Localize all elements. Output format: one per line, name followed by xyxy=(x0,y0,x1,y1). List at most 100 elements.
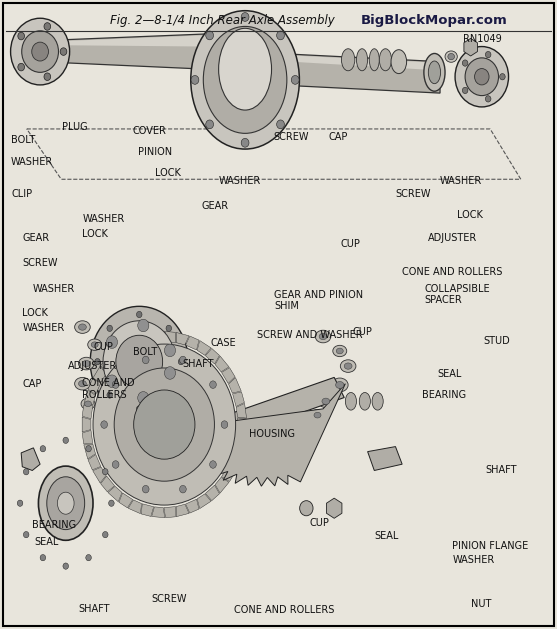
Circle shape xyxy=(241,138,249,147)
Polygon shape xyxy=(84,444,95,459)
Text: STUD: STUD xyxy=(483,336,510,346)
Text: WASHER: WASHER xyxy=(452,555,495,565)
Ellipse shape xyxy=(81,398,95,409)
Circle shape xyxy=(179,356,186,364)
Polygon shape xyxy=(215,356,229,372)
Text: CAP: CAP xyxy=(329,132,348,142)
Polygon shape xyxy=(176,504,189,516)
Text: SCREW: SCREW xyxy=(395,189,431,199)
Polygon shape xyxy=(141,333,154,345)
Text: WASHER: WASHER xyxy=(32,284,75,294)
Circle shape xyxy=(178,359,184,365)
Circle shape xyxy=(277,120,285,129)
Ellipse shape xyxy=(445,51,457,62)
Circle shape xyxy=(166,392,172,398)
Circle shape xyxy=(103,321,175,403)
Text: SCREW: SCREW xyxy=(273,132,309,142)
Circle shape xyxy=(179,486,186,493)
Polygon shape xyxy=(236,403,247,418)
Polygon shape xyxy=(164,506,175,518)
Circle shape xyxy=(107,392,113,398)
Ellipse shape xyxy=(344,363,352,369)
Circle shape xyxy=(106,375,118,387)
Polygon shape xyxy=(92,366,106,382)
Text: BOLT: BOLT xyxy=(133,347,157,357)
Text: COLLAPSIBLE
SPACER: COLLAPSIBLE SPACER xyxy=(424,284,490,305)
Circle shape xyxy=(60,48,67,55)
Text: BEARING: BEARING xyxy=(422,390,466,400)
Ellipse shape xyxy=(333,345,346,357)
Circle shape xyxy=(44,73,51,81)
Ellipse shape xyxy=(345,392,356,410)
Ellipse shape xyxy=(38,466,93,540)
Polygon shape xyxy=(119,493,133,508)
Ellipse shape xyxy=(79,381,86,387)
Text: LOCK: LOCK xyxy=(22,308,48,318)
Circle shape xyxy=(86,445,91,452)
Text: GEAR: GEAR xyxy=(22,233,50,243)
Polygon shape xyxy=(152,331,165,342)
Polygon shape xyxy=(128,335,141,349)
Circle shape xyxy=(113,460,119,468)
Text: ADJUSTER: ADJUSTER xyxy=(428,233,477,243)
Circle shape xyxy=(455,47,509,107)
Circle shape xyxy=(23,469,29,475)
Text: CONE AND
ROLLERS: CONE AND ROLLERS xyxy=(82,378,135,399)
Circle shape xyxy=(221,421,228,428)
Ellipse shape xyxy=(88,339,102,350)
Polygon shape xyxy=(368,447,402,470)
Text: LOCK: LOCK xyxy=(155,168,180,178)
Circle shape xyxy=(116,335,163,388)
Circle shape xyxy=(206,31,213,40)
Ellipse shape xyxy=(315,330,331,343)
Text: SEAL: SEAL xyxy=(437,369,462,379)
Text: SEAL: SEAL xyxy=(35,537,59,547)
Polygon shape xyxy=(206,485,219,501)
Circle shape xyxy=(93,344,236,505)
Circle shape xyxy=(209,460,216,468)
Circle shape xyxy=(63,563,69,569)
Circle shape xyxy=(136,406,142,412)
Text: WASHER: WASHER xyxy=(218,176,261,186)
Circle shape xyxy=(166,325,172,331)
Polygon shape xyxy=(290,54,440,93)
Text: SCREW: SCREW xyxy=(22,258,58,268)
Ellipse shape xyxy=(341,48,355,71)
Text: WASHER: WASHER xyxy=(11,157,53,167)
Circle shape xyxy=(90,306,188,417)
Circle shape xyxy=(113,381,119,389)
Ellipse shape xyxy=(424,53,445,91)
Polygon shape xyxy=(238,418,247,431)
Text: SHAFT: SHAFT xyxy=(78,604,110,614)
Ellipse shape xyxy=(314,413,321,418)
Text: CLIP: CLIP xyxy=(11,189,32,199)
Text: PINION FLANGE: PINION FLANGE xyxy=(452,541,529,551)
Circle shape xyxy=(109,500,114,506)
Text: GEAR AND PINION
SHIM: GEAR AND PINION SHIM xyxy=(274,290,363,311)
Circle shape xyxy=(164,367,175,379)
Circle shape xyxy=(102,469,108,475)
Circle shape xyxy=(138,392,149,404)
Circle shape xyxy=(241,13,249,21)
Circle shape xyxy=(18,64,25,71)
Text: SHAFT: SHAFT xyxy=(183,359,214,369)
Text: CUP: CUP xyxy=(352,327,372,337)
Circle shape xyxy=(32,42,48,61)
Text: SHAFT: SHAFT xyxy=(486,465,517,476)
Polygon shape xyxy=(128,500,141,514)
Circle shape xyxy=(86,555,91,561)
Circle shape xyxy=(485,96,491,102)
Polygon shape xyxy=(228,456,241,472)
Text: Fig. 2—8-1/4 Inch Rear Axle Assembly: Fig. 2—8-1/4 Inch Rear Axle Assembly xyxy=(110,14,335,26)
Ellipse shape xyxy=(369,48,379,71)
Circle shape xyxy=(95,359,100,365)
Ellipse shape xyxy=(448,53,455,60)
Ellipse shape xyxy=(75,377,90,390)
Ellipse shape xyxy=(79,357,94,370)
Circle shape xyxy=(191,75,199,84)
Polygon shape xyxy=(21,448,40,470)
Polygon shape xyxy=(152,507,165,518)
Ellipse shape xyxy=(79,324,86,330)
Polygon shape xyxy=(119,342,133,356)
Circle shape xyxy=(63,437,69,443)
